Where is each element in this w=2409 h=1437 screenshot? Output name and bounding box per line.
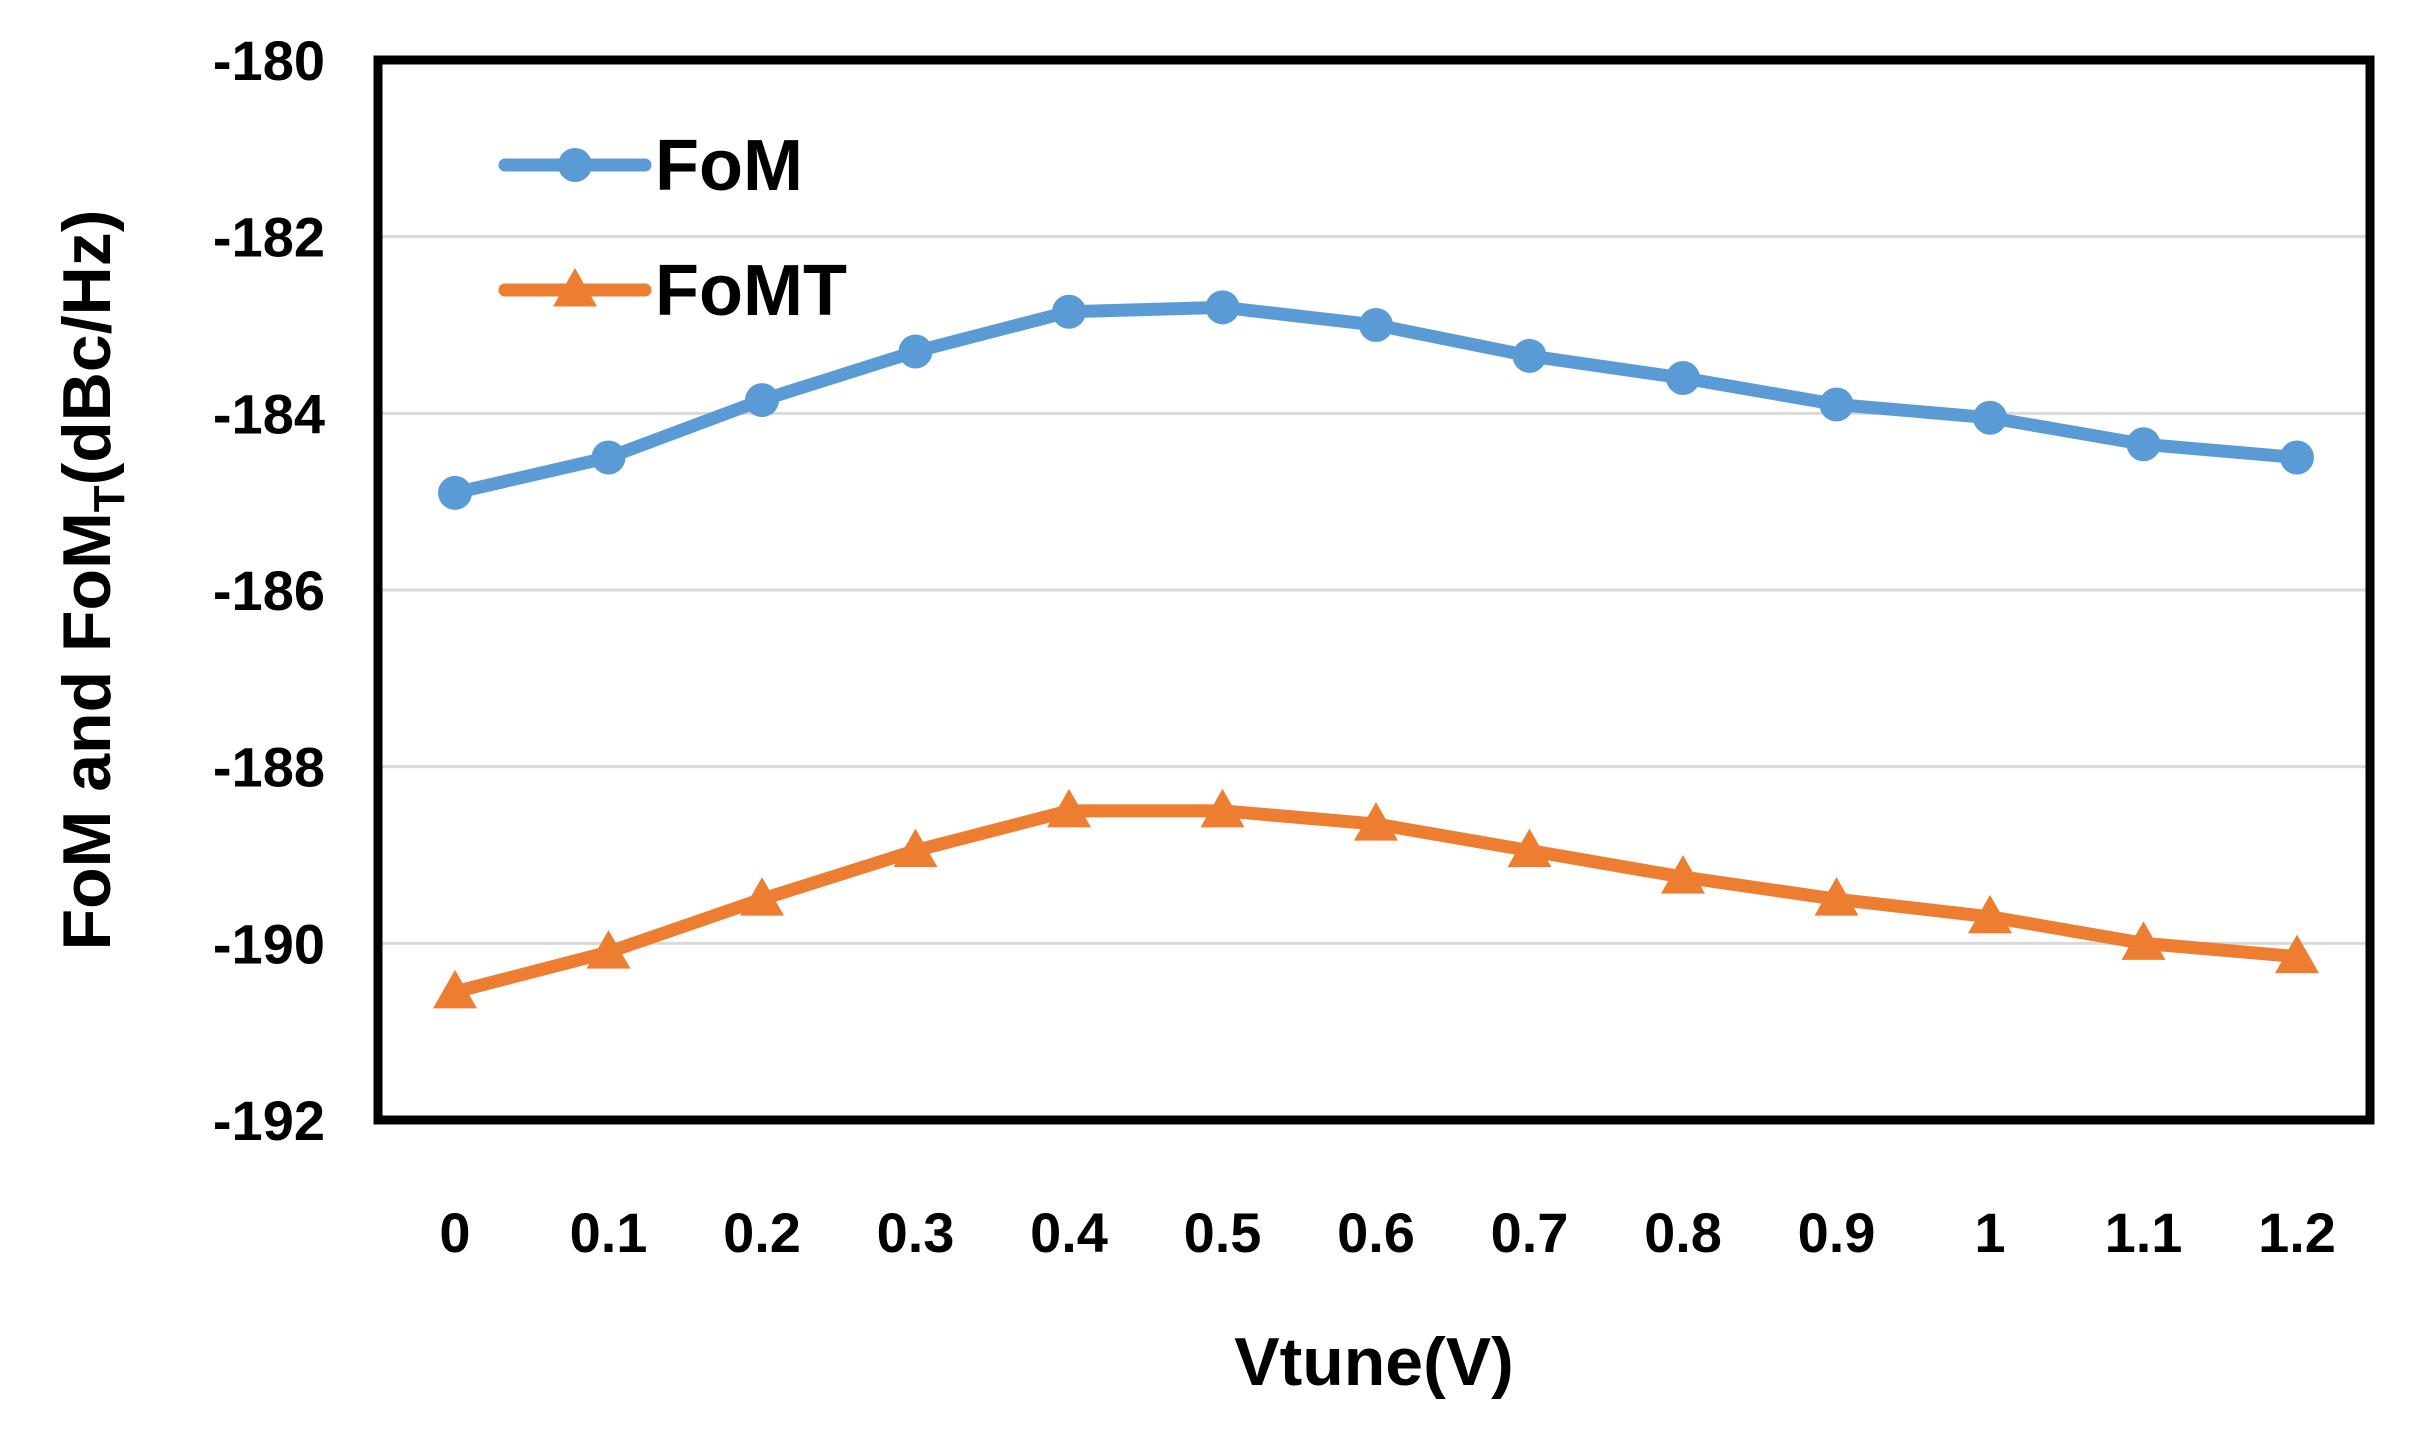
y-tick-label: -184 bbox=[213, 382, 325, 445]
x-tick-label: 0.9 bbox=[1798, 1201, 1876, 1264]
legend-label: FoMT bbox=[655, 251, 847, 331]
data-point bbox=[1973, 400, 2007, 435]
legend-label: FoM bbox=[655, 126, 803, 206]
data-point bbox=[1354, 802, 1398, 841]
series-fom bbox=[438, 290, 2314, 510]
data-point bbox=[2280, 440, 2314, 475]
x-tick-label: 0.5 bbox=[1184, 1201, 1262, 1264]
legend-item: FoMT bbox=[498, 251, 847, 331]
legend: FoM FoMT bbox=[498, 126, 847, 331]
y-axis-title: FoM and FoMT(dBc/Hz) bbox=[49, 210, 134, 951]
data-point bbox=[591, 440, 626, 475]
legend-marker bbox=[558, 148, 592, 182]
x-tick-label: 1 bbox=[1974, 1201, 2005, 1264]
data-point bbox=[1819, 387, 1854, 422]
data-point bbox=[745, 383, 779, 418]
x-tick-label: 0 bbox=[439, 1201, 470, 1264]
x-tick-label: 0.6 bbox=[1337, 1201, 1415, 1264]
data-point bbox=[586, 930, 631, 969]
x-tick-label: 1.1 bbox=[2105, 1201, 2183, 1264]
x-tick-label: 0.3 bbox=[877, 1201, 955, 1264]
x-tick-label: 1.2 bbox=[2258, 1201, 2336, 1264]
y-tick-label: -180 bbox=[213, 29, 325, 92]
y-tick-labels: -180 -182 -184 -186 -188 -190 -192 bbox=[213, 29, 325, 1152]
data-point bbox=[740, 877, 784, 916]
data-point bbox=[2275, 934, 2319, 974]
data-point bbox=[1205, 290, 1240, 325]
plot-frame bbox=[373, 55, 2375, 1125]
data-point bbox=[893, 828, 938, 868]
legend-marker bbox=[553, 268, 597, 307]
x-axis-title: Vtune(V) bbox=[1234, 1324, 1514, 1400]
x-tick-label: 0.2 bbox=[723, 1201, 801, 1264]
x-tick-label: 0.4 bbox=[1030, 1201, 1108, 1264]
data-point bbox=[1666, 361, 1700, 395]
y-tick-label: -186 bbox=[213, 559, 325, 622]
data-point bbox=[438, 475, 472, 510]
data-point bbox=[2126, 427, 2161, 462]
x-tick-label: 0.1 bbox=[570, 1201, 648, 1264]
data-point bbox=[1047, 788, 1091, 828]
data-point bbox=[1814, 877, 1859, 916]
y-tick-label: -192 bbox=[213, 1089, 325, 1152]
data-point bbox=[1512, 338, 1547, 373]
data-point bbox=[1661, 855, 1705, 894]
data-point bbox=[2121, 921, 2166, 960]
y-axis-title-suffix: (dBc/Hz) bbox=[49, 210, 125, 486]
y-tick-label: -190 bbox=[213, 912, 325, 975]
data-point bbox=[1507, 828, 1552, 868]
data-point bbox=[1359, 308, 1393, 342]
y-tick-label: -188 bbox=[213, 736, 325, 799]
x-tick-label: 0.8 bbox=[1644, 1201, 1722, 1264]
legend-item: FoM bbox=[498, 126, 803, 206]
data-point bbox=[1052, 294, 1086, 329]
y-tick-label: -182 bbox=[213, 206, 325, 269]
data-point bbox=[1968, 894, 2012, 934]
y-axis-title-main: FoM and FoM bbox=[49, 512, 125, 950]
x-tick-label: 0.7 bbox=[1491, 1201, 1569, 1264]
data-point bbox=[898, 334, 933, 369]
y-axis-title-subscript: T bbox=[85, 485, 134, 512]
data-point bbox=[433, 969, 477, 1009]
series-fomt bbox=[433, 788, 2319, 1009]
data-point bbox=[1200, 788, 1245, 828]
x-tick-labels: 0 0.1 0.2 0.3 0.4 0.5 0.6 0.7 0.8 0.9 1 1.1 1.2 bbox=[439, 1201, 2336, 1264]
series-layer bbox=[433, 290, 2319, 1009]
